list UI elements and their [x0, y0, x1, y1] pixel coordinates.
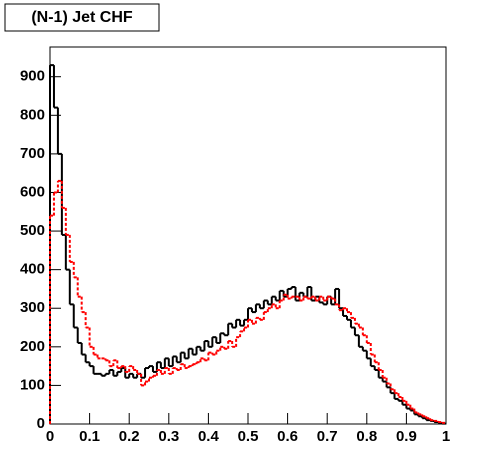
x-tick-label: 0.3: [158, 428, 179, 445]
y-tick-label: 900: [20, 68, 45, 85]
y-tick-label: 800: [20, 106, 45, 123]
x-tick-label: 0.5: [238, 428, 259, 445]
y-tick-label: 100: [20, 376, 45, 393]
x-tick-label: 0.9: [396, 428, 417, 445]
x-tick-label: 0.8: [356, 428, 377, 445]
x-tick-label: 1: [442, 428, 450, 445]
x-tick-label: 0.4: [198, 428, 220, 445]
x-tick-label: 0: [46, 428, 54, 445]
y-tick-label: 0: [37, 415, 45, 432]
y-tick-label: 600: [20, 183, 45, 200]
x-tick-label: 0.2: [119, 428, 140, 445]
y-tick-label: 300: [20, 299, 45, 316]
x-tick-label: 0.1: [79, 428, 100, 445]
x-tick-label: 0.7: [317, 428, 338, 445]
y-tick-label: 700: [20, 145, 45, 162]
x-tick-label: 0.6: [277, 428, 298, 445]
chart-title: (N-1) Jet CHF: [31, 9, 133, 26]
title-box: [4, 3, 160, 32]
y-tick-label: 200: [20, 338, 45, 355]
y-tick-label: 400: [20, 261, 45, 278]
y-tick-label: 500: [20, 222, 45, 239]
